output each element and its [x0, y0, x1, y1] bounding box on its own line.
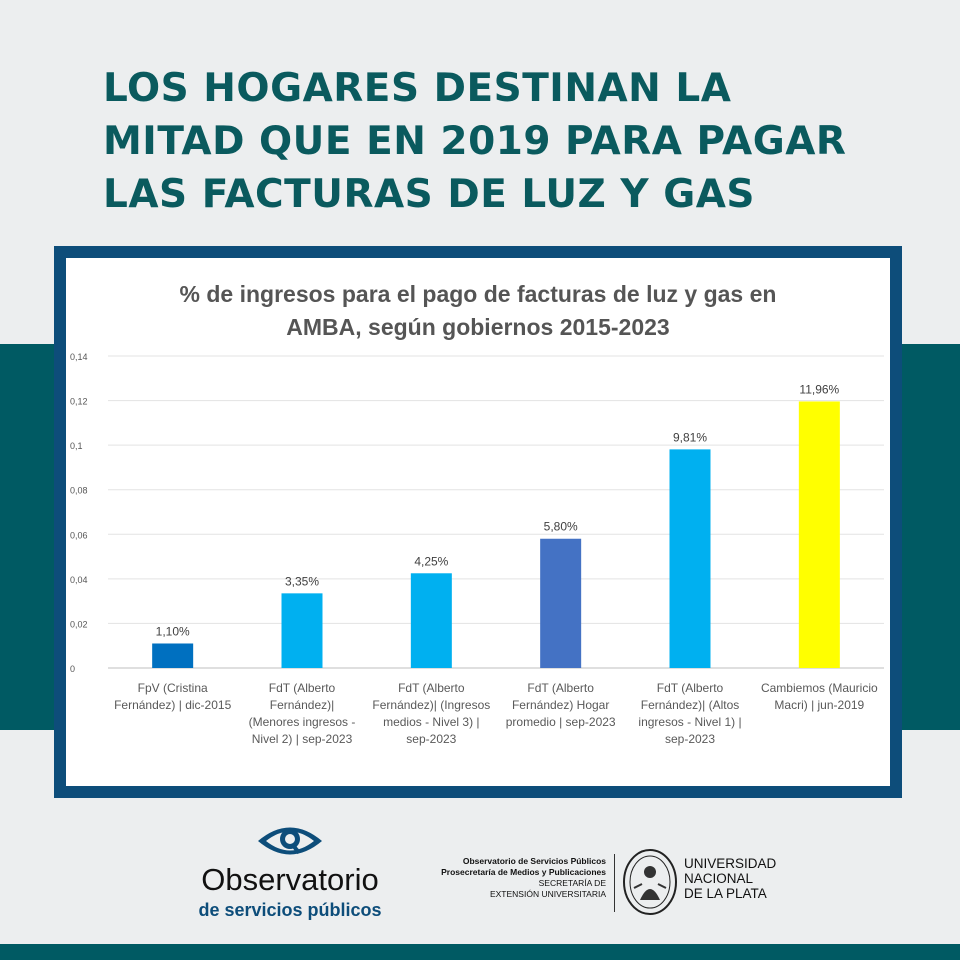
university-name: UNIVERSIDAD NACIONAL DE LA PLATA [684, 856, 824, 901]
y-tick-label: 0,12 [70, 397, 88, 407]
x-tick-label-line: medios - Nivel 3) | [383, 715, 479, 729]
data-label: 5,80% [544, 520, 578, 534]
credits-line: Observatorio de Servicios Públicos [462, 856, 606, 866]
logo-subtitle: de servicios públicos [198, 900, 382, 920]
observatorio-logo: Observatorio de servicios públicos [190, 820, 390, 930]
bar [798, 401, 840, 668]
x-tick-label-line: FdT (Alberto [269, 681, 336, 695]
x-tick-label: FpV (Cristina Fernández) | dic-2015 [114, 681, 232, 712]
bar-chart: 0 0,02 0,04 0,06 0,08 0,1 0,12 0,14 1,10% FpV (Cr… [70, 352, 884, 746]
chart-title: % de ingresos para el pago de facturas d… [179, 281, 777, 340]
bar [410, 573, 452, 668]
x-tick-label-line: Fernández) | dic-2015 [114, 698, 232, 712]
y-tick-label: 0,14 [70, 352, 88, 362]
credits-block: Observatorio de Servicios Públicos Prose… [420, 856, 606, 900]
credits-line: EXTENSIÓN UNIVERSITARIA [489, 889, 606, 899]
bar [669, 449, 711, 668]
x-tick-label-line: promedio | sep-2023 [506, 715, 616, 729]
x-tick-label-line: Fernández) Hogar [512, 698, 609, 712]
x-tick-label: FdT (Alberto Fernández)| (Ingresos medios … [372, 681, 490, 746]
x-tick-label-line: FdT (Alberto [657, 681, 724, 695]
x-tick-label-line: ingresos - Nivel 1) | [638, 715, 741, 729]
y-tick-label: 0,02 [70, 619, 88, 629]
x-tick-label: FdT (Alberto Fernández)| (Menores ingresos… [249, 681, 356, 746]
x-tick-label-line: Fernández)| [270, 698, 334, 712]
data-label: 4,25% [414, 554, 448, 568]
data-label: 11,96% [799, 382, 839, 396]
divider [614, 854, 615, 912]
university-line: DE LA PLATA [684, 886, 767, 901]
logo-name: Observatorio [201, 862, 379, 897]
y-tick-label: 0,04 [70, 575, 88, 585]
data-label: 1,10% [156, 624, 190, 638]
data-label: 3,35% [285, 574, 319, 588]
y-tick-label: 0,06 [70, 530, 88, 540]
x-tick-label-line: FdT (Alberto [398, 681, 465, 695]
bar [152, 643, 194, 668]
credits-line: SECRETARÍA DE [538, 878, 606, 888]
x-tick-label-line: sep-2023 [406, 732, 456, 746]
x-tick-label: FdT (Alberto Fernández) Hogar promedio | s… [506, 681, 616, 729]
chart-frame: % de ingresos para el pago de facturas d… [54, 246, 902, 798]
y-tick-label: 0,08 [70, 486, 88, 496]
x-tick-label-line: Cambiemos (Mauricio [761, 681, 878, 695]
credits-line: Prosecretaría de Medios y Publicaciones [441, 867, 606, 877]
y-tick-label: 0,1 [70, 441, 83, 451]
x-tick-label-line: Fernández)| (Ingresos [372, 698, 490, 712]
chart-card: % de ingresos para el pago de facturas d… [66, 258, 890, 786]
x-tick-label-line: FpV (Cristina [138, 681, 208, 695]
data-label: 9,81% [673, 430, 707, 444]
teal-bottom-strip [0, 944, 960, 960]
x-tick-label: Cambiemos (Mauricio Macri) | jun-2019 [761, 681, 878, 712]
x-tick-label-line: sep-2023 [665, 732, 715, 746]
bar [281, 593, 323, 668]
headline: LOS HOGARES DESTINAN LA MITAD QUE EN 201… [103, 66, 847, 217]
y-tick-label: 0 [70, 664, 75, 674]
university-seal-icon [623, 849, 677, 915]
footer: Observatorio de servicios públicos Obser… [0, 810, 960, 940]
bar [540, 538, 582, 668]
x-tick-label-line: Fernández)| (Altos [641, 698, 740, 712]
x-tick-label-line: FdT (Alberto [527, 681, 594, 695]
eye-icon [258, 827, 322, 855]
university-line: UNIVERSIDAD [684, 856, 777, 871]
x-tick-label: FdT (Alberto Fernández)| (Altos ingresos -… [638, 681, 741, 746]
x-tick-label-line: Nivel 2) | sep-2023 [252, 732, 353, 746]
university-line: NACIONAL [684, 871, 754, 886]
x-tick-label-line: (Menores ingresos - [249, 715, 356, 729]
x-tick-label-line: Macri) | jun-2019 [774, 698, 864, 712]
